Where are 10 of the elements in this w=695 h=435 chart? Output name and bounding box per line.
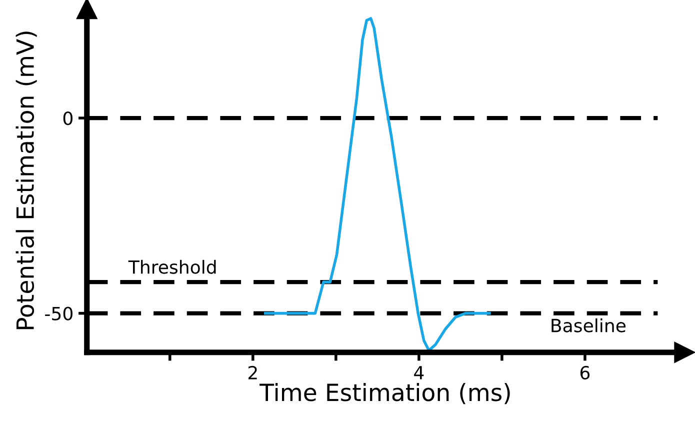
x-tick-label: 4 [414, 366, 424, 380]
ref-line-label: Threshold [128, 260, 216, 274]
y-tick-label: -50 [45, 306, 72, 320]
y-axis-title: Potential Estimation (mV) [16, 32, 37, 330]
y-tick-label: 0 [63, 112, 72, 126]
line-series [264, 17, 491, 352]
x-tick-label: 6 [580, 366, 590, 380]
ref-line-label: Baseline [552, 318, 626, 332]
x-axis-title: Time Estimation (ms) [260, 383, 510, 404]
x-tick-label: 2 [248, 366, 257, 380]
